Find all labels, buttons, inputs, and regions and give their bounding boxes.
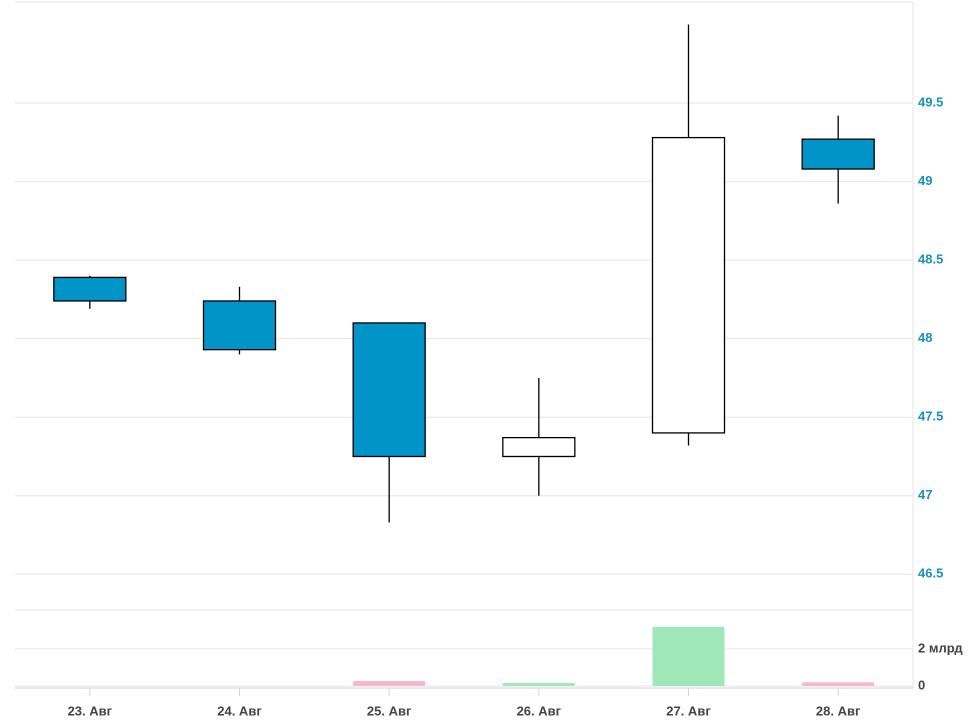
x-tick-label: 26. Авг	[517, 703, 562, 718]
x-tick-label: 27. Авг	[666, 703, 711, 718]
candle-body	[352, 322, 426, 458]
y-tick-label: 46.5	[918, 566, 943, 581]
y-tick-label: 48	[918, 330, 932, 345]
y-tick-label: 2 млрд	[918, 640, 963, 655]
y-tick-label: 47	[918, 487, 932, 502]
volume-bar	[502, 683, 575, 686]
x-tick-label: 24. Авг	[217, 703, 262, 718]
y-tick-label: 48.5	[918, 252, 943, 267]
candle-body	[53, 276, 127, 302]
volume-bar	[802, 682, 875, 686]
x-tick-label: 28. Авг	[816, 703, 861, 718]
volume-bar	[353, 680, 426, 686]
y-tick-label: 0	[918, 677, 925, 692]
candle-body	[502, 436, 576, 458]
x-tick-label: 23. Авг	[68, 703, 113, 718]
volume-bar	[652, 626, 725, 686]
y-tick-label: 49.5	[918, 94, 943, 109]
candle-body	[651, 136, 726, 434]
candle-body	[202, 300, 277, 351]
x-tick-label: 25. Авг	[367, 703, 412, 718]
candle-body	[801, 138, 875, 170]
y-tick-label: 49	[918, 173, 932, 188]
y-tick-label: 47.5	[918, 409, 943, 424]
